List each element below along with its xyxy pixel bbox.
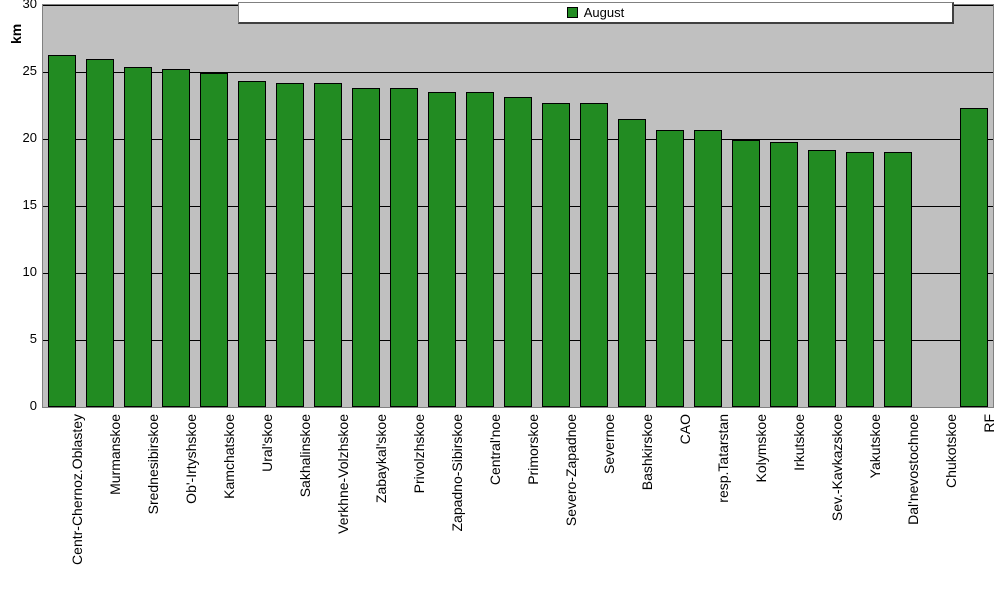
y-tick-label: 15 (7, 197, 37, 212)
x-tick-label: resp.Tatarstan (715, 414, 731, 609)
bar (960, 108, 987, 407)
bar (238, 81, 265, 407)
x-tick-label: CAO (677, 414, 693, 609)
y-tick-label: 10 (7, 264, 37, 279)
bar (314, 83, 341, 407)
bar (428, 92, 455, 407)
x-tick-label: RF (981, 414, 997, 609)
x-tick-label: Sakhalinskoe (297, 414, 313, 609)
legend: August (238, 2, 954, 24)
bar (504, 97, 531, 407)
bar (770, 142, 797, 407)
x-tick-label: Bashkirskoe (639, 414, 655, 609)
x-tick-label: Srednesibirskoe (145, 414, 161, 609)
bar (162, 69, 189, 407)
x-tick-label: Yakutskoe (867, 414, 883, 609)
x-tick-label: Central'noe (487, 414, 503, 609)
y-tick-label: 0 (7, 398, 37, 413)
y-tick-label: 25 (7, 63, 37, 78)
bar (732, 140, 759, 407)
bar (884, 152, 911, 407)
x-tick-label: Primorskoe (525, 414, 541, 609)
x-tick-label: Murmanskoe (107, 414, 123, 609)
x-tick-label: Sev.-Kavkazskoe (829, 414, 845, 609)
bar (390, 88, 417, 407)
bar (124, 67, 151, 407)
x-tick-label: Centr-Chernoz.Oblastey (69, 414, 85, 609)
bar (48, 55, 75, 407)
x-labels-area: Centr-Chernoz.Oblastey Murmanskoe Srednesi… (42, 414, 994, 609)
bar (466, 92, 493, 407)
x-tick-label: Ural'skoe (259, 414, 275, 609)
legend-marker (567, 7, 578, 18)
x-tick-label: Chukotskoe (943, 414, 959, 609)
x-tick-label: Zapadno-Sibirskoe (449, 414, 465, 609)
x-tick-label: Severnoe (601, 414, 617, 609)
bar (580, 103, 607, 407)
y-tick-label: 20 (7, 130, 37, 145)
x-tick-label: Dal'nevostochnoe (905, 414, 921, 609)
x-tick-label: Privolzhskoe (411, 414, 427, 609)
bar (542, 103, 569, 407)
bar (200, 73, 227, 407)
bar (846, 152, 873, 407)
x-tick-label: Ob'-Irtyshskoe (183, 414, 199, 609)
bar (86, 59, 113, 407)
y-tick-label: 30 (7, 0, 37, 11)
x-tick-label: Verkhne-Volzhskoe (335, 414, 351, 609)
legend-label: August (584, 5, 624, 20)
bar (808, 150, 835, 407)
bar (694, 130, 721, 407)
bar (618, 119, 645, 407)
x-tick-label: Kolymskoe (753, 414, 769, 609)
x-tick-label: Irkutskoe (791, 414, 807, 609)
x-tick-label: Severo-Zapadnoe (563, 414, 579, 609)
x-tick-label: Zabaykal'skoe (373, 414, 389, 609)
bars-area (42, 4, 994, 408)
bar (656, 130, 683, 407)
bar (276, 83, 303, 407)
y-axis-label: km (8, 24, 24, 44)
x-tick-label: Kamchatskoe (221, 414, 237, 609)
y-tick-label: 5 (7, 331, 37, 346)
chart-container: km Centr-Chernoz.Oblastey Murmanskoe Sredn… (0, 0, 997, 611)
bar (352, 88, 379, 407)
